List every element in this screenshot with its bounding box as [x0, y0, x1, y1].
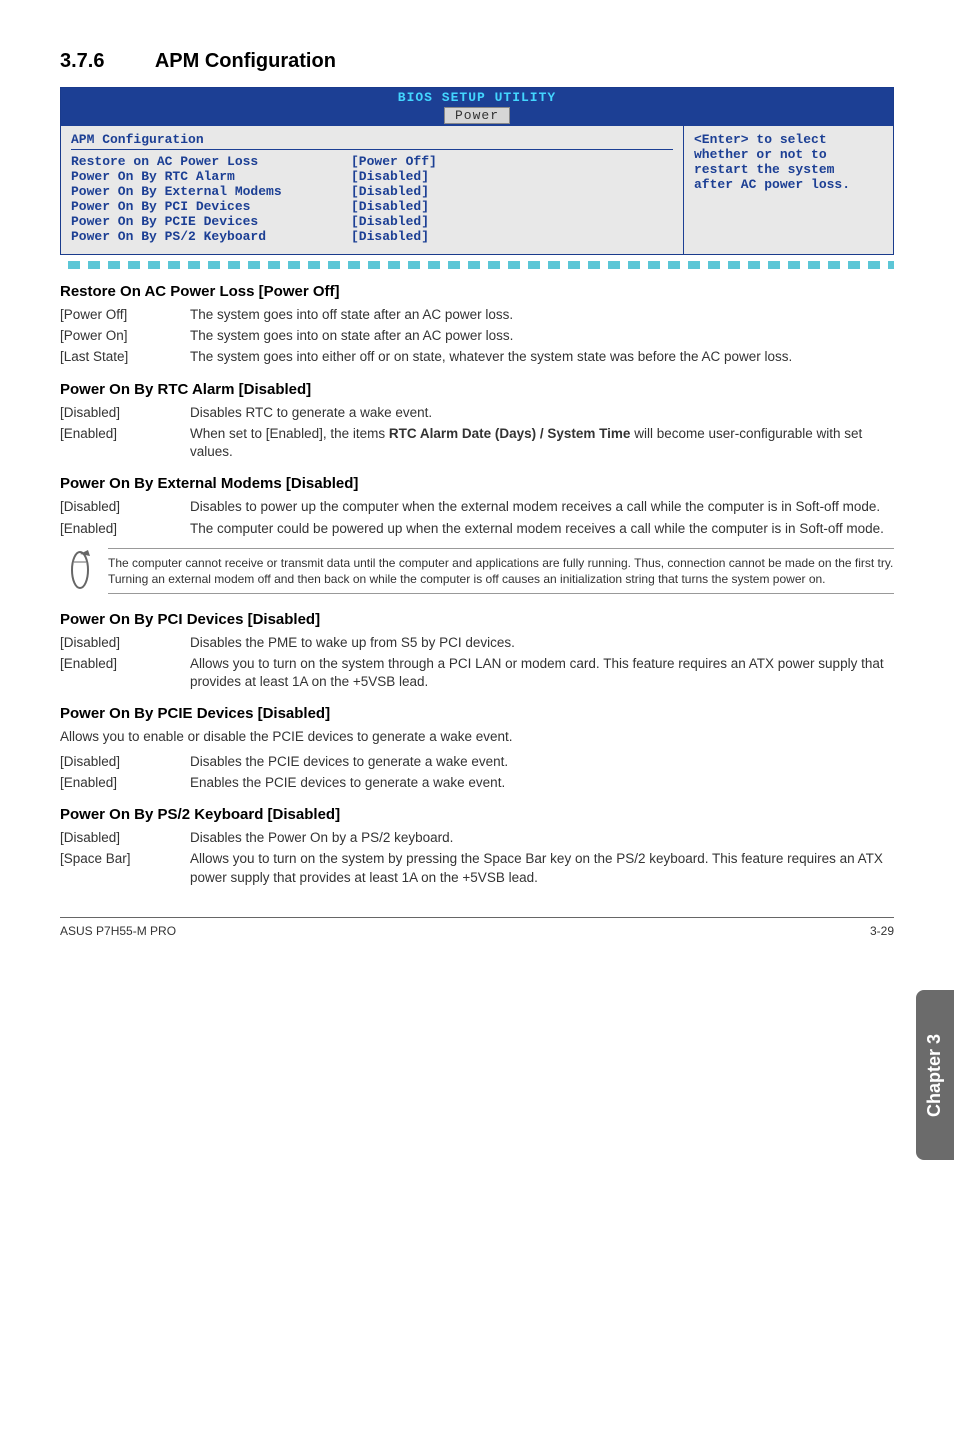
- bios-row: Power On By PCIE Devices[Disabled]: [71, 214, 673, 229]
- option-row: [Enabled] When set to [Enabled], the ite…: [60, 425, 894, 461]
- bios-tab: Power: [444, 107, 510, 124]
- note-text: The computer cannot receive or transmit …: [108, 548, 894, 594]
- chapter-tab-label: Chapter 3: [925, 1033, 946, 1116]
- bios-left-pane: APM Configuration Restore on AC Power Lo…: [61, 126, 683, 254]
- bios-row: Power On By External Modems[Disabled]: [71, 184, 673, 199]
- option-row: [Power On]The system goes into on state …: [60, 327, 894, 345]
- ps2-heading: Power On By PS/2 Keyboard [Disabled]: [60, 806, 894, 823]
- option-row: [Disabled]Disables to power up the compu…: [60, 498, 894, 516]
- section-number: 3.7.6: [60, 50, 150, 73]
- rtc-enabled-text: When set to [Enabled], the items RTC Ala…: [190, 425, 894, 461]
- footer-right: 3-29: [870, 924, 894, 938]
- pcie-intro: Allows you to enable or disable the PCIE…: [60, 728, 894, 746]
- option-row: [Last State]The system goes into either …: [60, 348, 894, 366]
- option-row: [Disabled]Disables the PME to wake up fr…: [60, 634, 894, 652]
- note-block: The computer cannot receive or transmit …: [60, 548, 894, 597]
- section-title: APM Configuration: [155, 50, 336, 72]
- restore-heading: Restore On AC Power Loss [Power Off]: [60, 283, 894, 300]
- option-row: [Enabled]Enables the PCIE devices to gen…: [60, 774, 894, 792]
- option-row: [Space Bar]Allows you to turn on the sys…: [60, 850, 894, 886]
- section-heading: 3.7.6 APM Configuration: [60, 50, 894, 73]
- bios-title-line1: BIOS SETUP UTILITY: [61, 90, 893, 105]
- option-row: [Disabled]Disables the PCIE devices to g…: [60, 753, 894, 771]
- bios-titlebar: BIOS SETUP UTILITY Power: [61, 88, 893, 126]
- bios-panel: BIOS SETUP UTILITY Power APM Configurati…: [60, 87, 894, 255]
- extmodem-heading: Power On By External Modems [Disabled]: [60, 475, 894, 492]
- bios-row: Power On By RTC Alarm[Disabled]: [71, 169, 673, 184]
- bios-row: Restore on AC Power Loss[Power Off]: [71, 154, 673, 169]
- bios-help-pane: <Enter> to select whether or not to rest…: [683, 126, 893, 254]
- pci-heading: Power On By PCI Devices [Disabled]: [60, 611, 894, 628]
- option-row: [Disabled]Disables RTC to generate a wak…: [60, 404, 894, 422]
- option-row: [Enabled]Allows you to turn on the syste…: [60, 655, 894, 691]
- rtc-heading: Power On By RTC Alarm [Disabled]: [60, 381, 894, 398]
- note-icon: [60, 548, 108, 597]
- dashed-divider: [60, 261, 894, 269]
- option-row: [Enabled]The computer could be powered u…: [60, 520, 894, 538]
- bios-row: Power On By PCI Devices[Disabled]: [71, 199, 673, 214]
- bios-row: Power On By PS/2 Keyboard[Disabled]: [71, 229, 673, 244]
- option-row: [Disabled]Disables the Power On by a PS/…: [60, 829, 894, 847]
- option-row: [Power Off]The system goes into off stat…: [60, 306, 894, 324]
- page-footer: ASUS P7H55-M PRO 3-29: [60, 917, 894, 938]
- footer-left: ASUS P7H55-M PRO: [60, 924, 176, 938]
- bios-config-heading: APM Configuration: [71, 132, 673, 147]
- chapter-tab: Chapter 3: [916, 990, 954, 1160]
- pcie-heading: Power On By PCIE Devices [Disabled]: [60, 705, 894, 722]
